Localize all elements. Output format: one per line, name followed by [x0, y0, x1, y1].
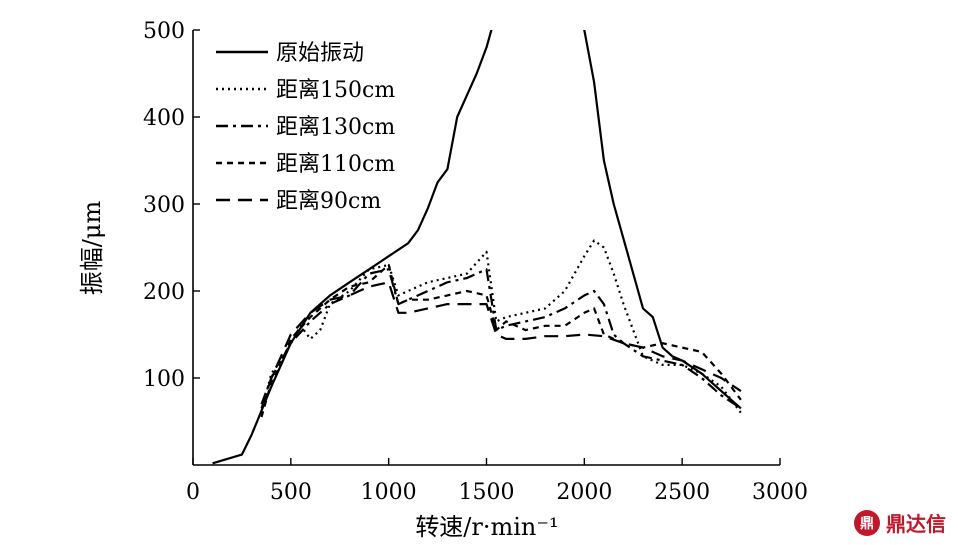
legend-label-1: 距离150cm: [276, 78, 395, 103]
series-line-2: [260, 268, 742, 410]
series-line-0-after-peak: [583, 30, 742, 410]
y-tick-label: 400: [143, 106, 185, 131]
y-tick-label: 200: [143, 280, 185, 305]
y-tick-label: 100: [143, 367, 185, 392]
x-tick-label: 1000: [361, 480, 417, 505]
watermark: 鼎 鼎达信: [854, 508, 946, 537]
legend-label-3: 距离110cm: [276, 152, 395, 177]
series-line-0: [212, 30, 493, 465]
legend-label-0: 原始振动: [276, 41, 364, 66]
y-tick-label: 300: [143, 193, 185, 218]
series-line-1: [260, 239, 742, 414]
series-layer: [212, 30, 742, 465]
x-tick-label: 3000: [752, 480, 808, 505]
x-tick-label: 1500: [459, 480, 515, 505]
legend-label-2: 距离130cm: [276, 115, 395, 140]
axes: 0 500 1000 1500 2000 2500 3000 100 200 300 400 500: [143, 19, 808, 505]
series-line-4: [260, 281, 742, 409]
series-line-3: [260, 263, 742, 418]
x-tick-label: 500: [270, 480, 312, 505]
x-tick-label: 0: [186, 480, 200, 505]
watermark-logo: 鼎: [854, 509, 880, 536]
legend-label-4: 距离90cm: [276, 189, 381, 214]
x-tick-label: 2000: [556, 480, 612, 505]
x-tick-label: 2500: [654, 480, 710, 505]
watermark-text: 鼎达信: [886, 512, 946, 536]
x-axis-title: 转速/r·min⁻¹: [415, 513, 558, 541]
y-axis-title: 振幅/μm: [78, 201, 106, 296]
y-tick-label: 500: [143, 19, 185, 44]
